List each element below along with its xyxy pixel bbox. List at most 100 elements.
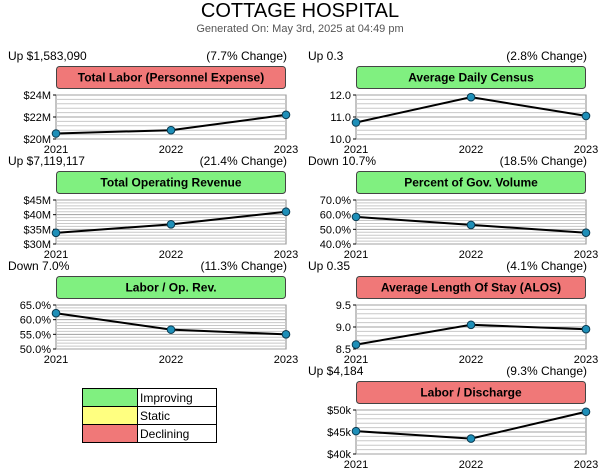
y-tick-label: 60.0% [320,210,351,222]
chart-title-box [356,276,586,299]
chart-title-box [56,276,286,299]
chart-svg: Total Labor (Personnel Expense) $20M $22M $… [23,66,298,156]
y-tick-label: 11.0 [330,112,351,124]
x-tick-label: 2023 [574,459,598,469]
chart-title: Total Labor (Personnel Expense) [78,71,264,85]
chart-title: Average Daily Census [408,71,534,85]
chart-title: Total Operating Revenue [100,176,241,190]
x-tick-label: 2022 [159,144,183,156]
x-tick-label: 2022 [159,249,183,261]
data-point [466,220,476,230]
legend-label: Static [137,406,217,425]
y-tick-label: $20M [23,134,51,146]
x-tick-label: 2021 [44,144,68,156]
x-tick-label: 2021 [344,144,368,156]
y-tick-label: 40.0% [320,239,351,251]
x-tick-label: 2023 [574,249,598,261]
chart-svg: Average Length Of Stay (ALOS) 8.5 9.0 9.5 20… [336,276,598,366]
chart-panel-labor-per-discharge: Up $4,184 (9.3% Change) Labor / Discharg… [300,364,598,469]
legend-row-static: Static [82,406,217,425]
chart-panel-average-length-of-stay: Up 0.35 (4.1% Change) Average Length Of … [300,259,598,366]
data-point [281,207,291,217]
data-point [581,407,591,417]
y-tick-label: $45k [327,427,351,439]
data-point [281,330,291,339]
y-tick-label: $50k [327,405,351,417]
page-title: COTTAGE HOSPITAL [200,0,400,22]
y-tick-label: 50.0% [20,344,51,356]
y-tick-label: 8.5 [336,344,351,356]
chart-title-box [356,66,586,89]
y-tick-label: 50.0% [320,224,351,236]
y-tick-label: $22M [23,112,51,124]
data-point [51,129,61,138]
x-tick-label: 2022 [459,249,483,261]
change-percent: (7.7% Change) [206,49,287,63]
y-tick-label: 65.0% [20,300,51,312]
y-tick-label: 10.0 [330,134,351,146]
data-point [351,340,361,349]
change-amount: Down 10.7% [308,154,377,168]
chart-panel-labor-op-rev: Down 7.0% (11.3% Change) Labor / Op. Rev… [0,259,298,366]
chart-title-box [56,171,286,194]
x-tick-label: 2022 [459,144,483,156]
data-point [466,320,476,330]
y-tick-label: 60.0% [20,315,51,327]
chart-svg: Labor / Op. Rev. 50.0% 55.0% 60.0% 65.0% 2021… [20,276,298,366]
chart-panel-total-operating-revenue: Up $7,119,117 (21.4% Change) Total Opera… [0,154,298,261]
y-tick-label: $35M [23,224,51,236]
x-tick-label: 2023 [274,354,298,366]
change-amount: Up $7,119,117 [8,154,85,168]
change-amount: Up 0.3 [308,49,344,63]
data-point [466,92,476,102]
legend-swatch-declining [82,424,138,443]
y-tick-label: $40k [327,449,351,461]
chart-svg: Percent of Gov. Volume 40.0% 50.0% 60.0% 70.… [320,171,598,261]
y-tick-label: $24M [23,90,51,102]
x-tick-label: 2021 [344,249,368,261]
data-point [166,325,176,334]
chart-svg: Average Daily Census 10.0 11.0 12.0 2021 2022… [330,66,598,156]
data-point [581,324,591,334]
legend: Improving Static Declining [82,388,217,443]
y-tick-label: 70.0% [320,195,351,207]
change-amount: Up 0.35 [308,259,351,273]
chart-svg: Total Operating Revenue $30M $35M $40M $45M 2… [23,171,298,261]
y-tick-label: 12.0 [330,90,351,102]
data-point [351,426,361,436]
x-tick-label: 2023 [574,354,598,366]
chart-panel-average-daily-census: Up 0.3 (2.8% Change) Average Daily Censu… [300,49,598,156]
data-point [581,111,591,121]
x-tick-label: 2021 [344,459,368,469]
y-tick-label: $45M [23,195,51,207]
data-point [166,125,176,135]
data-point [281,110,291,120]
data-point [166,220,176,229]
x-tick-label: 2022 [459,354,483,366]
x-tick-label: 2021 [44,249,68,261]
change-percent: (4.1% Change) [506,259,587,273]
legend-swatch-improving [82,388,138,407]
x-tick-label: 2021 [44,354,68,366]
y-tick-label: $30M [23,239,51,251]
change-amount: Up $1,583,090 [8,49,87,63]
x-tick-label: 2023 [574,144,598,156]
x-tick-label: 2022 [159,354,183,366]
x-tick-label: 2021 [344,354,368,366]
y-tick-label: $40M [23,210,51,222]
legend-label: Improving [137,388,217,407]
legend-label: Declining [137,424,217,443]
generated-timestamp: Generated On: May 3rd, 2025 at 04:49 pm [196,23,404,35]
chart-title: Labor / Op. Rev. [125,281,216,295]
x-tick-label: 2022 [459,459,483,469]
data-point [351,118,361,127]
chart-panel-percent-gov-volume: Down 10.7% (18.5% Change) Percent of Gov… [300,154,598,261]
data-point [581,228,591,238]
chart-title-box [356,381,586,404]
data-point [51,228,61,238]
y-tick-label: 9.5 [336,300,351,312]
change-percent: (11.3% Change) [200,259,288,273]
change-percent: (18.5% Change) [499,154,587,168]
chart-title: Average Length Of Stay (ALOS) [381,281,561,295]
change-amount: Down 7.0% [8,259,70,273]
